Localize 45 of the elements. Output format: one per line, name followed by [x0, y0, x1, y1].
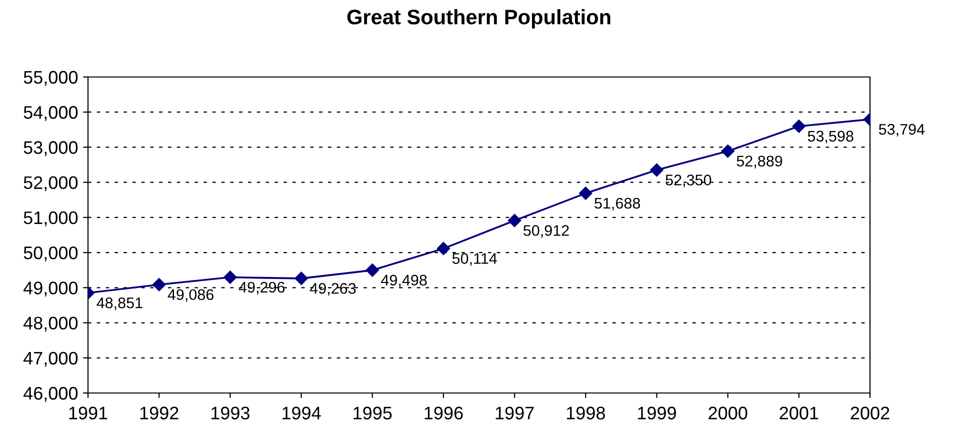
x-tick-label: 1994 — [282, 406, 321, 420]
x-tick-label: 1998 — [566, 406, 605, 420]
x-tick-label: 1991 — [69, 406, 108, 420]
x-tick-label: 2000 — [708, 406, 748, 420]
data-label: 53,598 — [808, 130, 854, 144]
data-label: 53,794 — [878, 124, 925, 137]
point — [508, 214, 522, 228]
y-tick-label: 47,000 — [23, 352, 78, 367]
point — [366, 264, 379, 277]
x-tick-label: 1992 — [140, 406, 178, 420]
point — [579, 186, 592, 200]
data-label: 49,296 — [238, 282, 285, 294]
y-tick-label: 49,000 — [23, 282, 78, 297]
data-label: 49,263 — [310, 283, 356, 296]
y-tick-label: 50,000 — [24, 246, 78, 262]
point — [650, 163, 664, 177]
data-label: 52,889 — [736, 156, 782, 168]
y-tick-label: 51,000 — [24, 211, 78, 226]
y-tick-label: 55,000 — [24, 70, 78, 86]
point — [721, 144, 734, 158]
data-label: 50,114 — [452, 253, 497, 266]
x-tick-label: 2001 — [780, 406, 818, 420]
point — [294, 272, 308, 286]
data-label: 50,912 — [523, 225, 569, 238]
y-tick-label: 48,000 — [23, 316, 78, 332]
point — [224, 270, 237, 284]
data-label: 52,350 — [666, 174, 712, 188]
point — [152, 278, 166, 292]
point — [436, 242, 450, 256]
x-tick-label: 1999 — [638, 406, 676, 420]
data-label: 49,498 — [381, 274, 427, 288]
y-tick-label: 52,000 — [24, 176, 78, 192]
data-label: 49,086 — [168, 289, 214, 302]
x-tick-label: 1995 — [354, 406, 392, 420]
y-tick-label: 46,000 — [23, 386, 78, 402]
data-label: 51,688 — [594, 198, 640, 210]
x-tick-label: 1997 — [496, 406, 534, 420]
point — [792, 120, 806, 133]
y-tick-label: 53,000 — [24, 141, 78, 156]
data-label: 48,851 — [96, 297, 142, 310]
x-tick-label: 2002 — [850, 406, 890, 420]
x-tick-label: 1996 — [424, 406, 463, 420]
x-tick-label: 1993 — [211, 406, 250, 420]
chart-title: Great Southern Population — [347, 9, 610, 29]
y-tick-label: 54,000 — [24, 106, 78, 121]
